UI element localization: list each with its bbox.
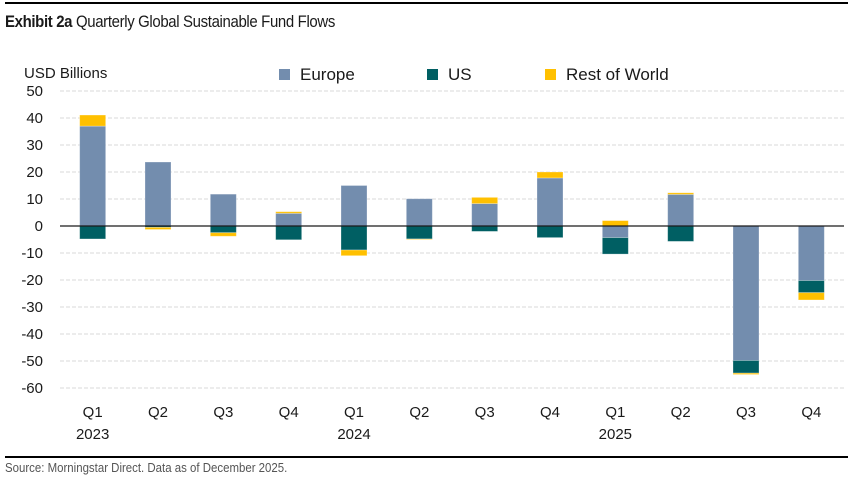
bar-rest-of-world (340, 249, 368, 257)
bar-europe (275, 212, 303, 227)
bar-rest-of-world (667, 192, 695, 195)
x-tick-year-label: 2025 (599, 426, 632, 443)
gridlines (60, 90, 844, 389)
y-tick-label: 10 (26, 191, 43, 208)
bar-rest-of-world (209, 232, 237, 237)
y-tick-label: -40 (21, 326, 43, 343)
bar-rest-of-world (797, 292, 825, 301)
y-tick-label: 40 (26, 110, 43, 127)
y-tick-label: -20 (21, 272, 43, 289)
bar-us (405, 225, 433, 240)
x-tick-year-label: 2024 (337, 426, 370, 443)
x-tick-label: Q4 (279, 404, 299, 421)
bar-us (209, 225, 237, 234)
y-ticks: 50 40 30 20 10 0 -10 -20 -30 -40 -50 -60 (21, 83, 43, 397)
bar-rest-of-world (79, 114, 107, 127)
bar-us (797, 280, 825, 294)
bar-europe (536, 177, 564, 227)
title-text: Quarterly Global Sustainable Fund Flows (75, 12, 335, 31)
chart-title: Exhibit 2a Quarterly Global Sustainable … (5, 12, 335, 32)
y-tick-label: -10 (21, 245, 43, 262)
bars (79, 114, 825, 375)
y-tick-label: -50 (21, 353, 43, 370)
bar-rest-of-world (144, 226, 172, 230)
y-tick-label: 20 (26, 164, 43, 181)
x-tick-label: Q4 (801, 404, 821, 421)
bar-rest-of-world (471, 196, 499, 204)
bar-us (667, 225, 695, 242)
bar-rest-of-world (732, 372, 760, 375)
bar-us (471, 225, 499, 232)
x-tick-label: Q3 (475, 404, 495, 421)
y-tick-label: 30 (26, 137, 43, 154)
bar-rest-of-world (601, 220, 629, 227)
x-tick-label: Q4 (540, 404, 560, 421)
y-tick-label: 0 (35, 218, 43, 235)
bar-rest-of-world (405, 238, 433, 240)
x-tick-label: Q3 (736, 404, 756, 421)
bar-europe (340, 185, 368, 227)
x-tick-year-label: 2023 (76, 426, 109, 443)
legend-label: Rest of World (566, 65, 669, 84)
bar-us (732, 360, 760, 374)
bottom-rule (5, 456, 848, 458)
bar-europe (405, 198, 433, 227)
y-tick-label: 50 (26, 83, 43, 100)
bar-us (79, 225, 107, 240)
x-tick-label: Q2 (409, 404, 429, 421)
bar-europe (144, 161, 172, 227)
exhibit-label: Exhibit 2a (5, 12, 73, 31)
bar-us (275, 225, 303, 241)
x-tick-label: Q1 (83, 404, 103, 421)
bar-europe (667, 194, 695, 227)
bar-europe (797, 225, 825, 281)
bar-europe (732, 225, 760, 361)
x-tick-label: Q1 (605, 404, 625, 421)
legend-swatch-rest-of-world (545, 69, 556, 80)
top-rule (5, 2, 848, 4)
bar-europe (601, 225, 629, 239)
x-tick-label: Q2 (148, 404, 168, 421)
bar-europe (79, 125, 107, 227)
y-axis-label: USD Billions (24, 65, 107, 82)
legend-label: US (448, 65, 472, 84)
legend-label: Europe (300, 65, 355, 84)
source-note: Source: Morningstar Direct. Data as of D… (5, 460, 288, 475)
bar-us (601, 237, 629, 255)
x-tick-label: Q3 (213, 404, 233, 421)
legend-swatch-us (427, 69, 438, 80)
bar-europe (209, 193, 237, 227)
y-tick-label: -30 (21, 299, 43, 316)
x-tick-label: Q1 (344, 404, 364, 421)
bar-us (340, 225, 368, 251)
x-tick-label: Q2 (671, 404, 691, 421)
bar-rest-of-world (275, 211, 303, 214)
legend-swatch-europe (279, 69, 290, 80)
bar-us (536, 225, 564, 239)
bar-europe (471, 203, 499, 227)
legend: Europe US Rest of World (279, 65, 669, 84)
y-tick-label: -60 (21, 380, 43, 397)
bar-rest-of-world (536, 171, 564, 179)
x-ticks: Q1 2023 Q2 Q3 Q4 Q1 2024 Q2 Q3 Q4 Q1 2025 Q2 Q3 Q4 (76, 404, 821, 443)
